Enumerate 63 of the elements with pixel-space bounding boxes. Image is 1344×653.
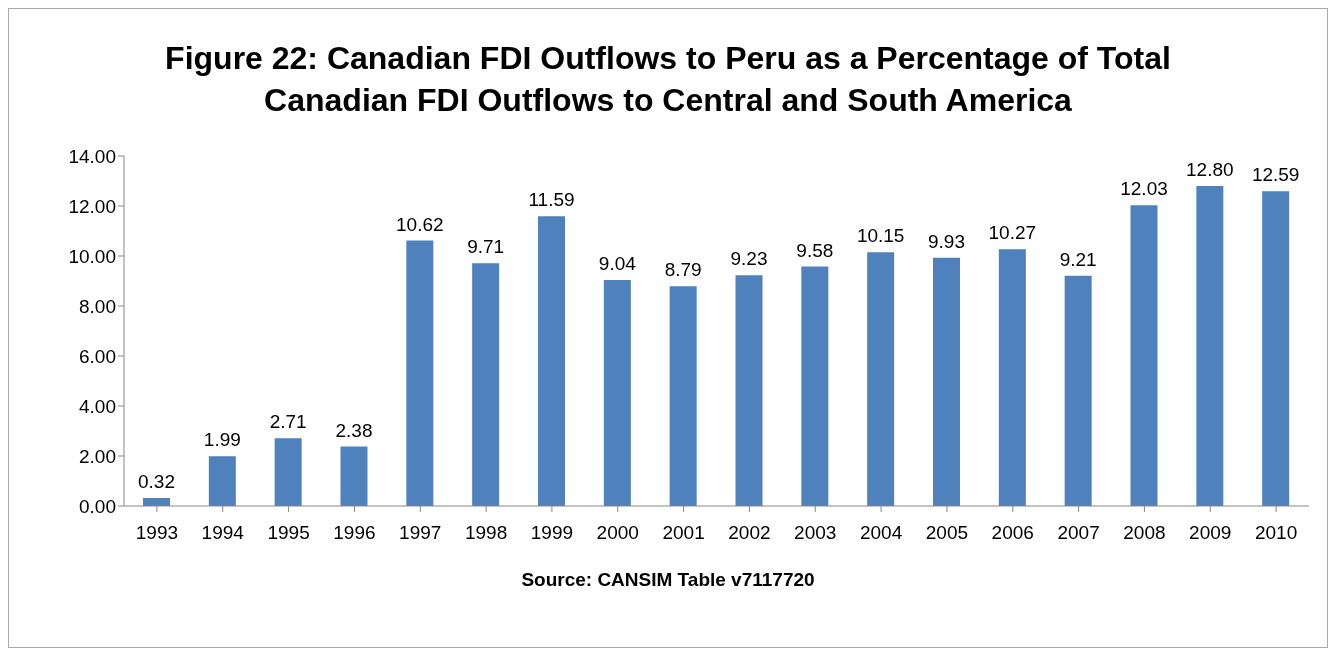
bar <box>735 275 763 506</box>
bar <box>538 216 565 506</box>
data-label: 2.38 <box>335 419 373 441</box>
x-tick-label: 1996 <box>333 522 376 544</box>
x-tick-label: 2007 <box>1057 522 1100 544</box>
data-label: 12.59 <box>1251 164 1300 186</box>
x-tick-label: 2004 <box>859 522 903 544</box>
x-tick-label: 2005 <box>925 522 969 544</box>
y-tick-label: 12.00 <box>68 195 116 217</box>
data-label: 0.32 <box>138 471 175 492</box>
data-label: 9.93 <box>928 230 965 252</box>
data-label: 9.58 <box>796 239 834 261</box>
data-label: 9.21 <box>1059 248 1097 270</box>
bar <box>340 446 368 506</box>
x-tick-label: 1995 <box>267 522 310 544</box>
data-label: 12.80 <box>1186 159 1234 180</box>
y-tick-label: 10.00 <box>68 245 116 267</box>
bar <box>274 438 302 506</box>
bar <box>867 252 895 506</box>
chart-title: Figure 22: Canadian FDI Outflows to Peru as a Percentage of Total Canadian FDI Outflows to Central and South America <box>164 39 1172 120</box>
x-tick-label: 1998 <box>464 522 508 544</box>
bar <box>669 286 697 506</box>
bar <box>208 456 236 506</box>
bar <box>406 240 434 506</box>
x-tick-label: 2001 <box>662 522 705 544</box>
data-label: 9.71 <box>467 236 505 258</box>
y-tick-label: 14.00 <box>68 145 116 167</box>
x-tick-label: 2008 <box>1123 522 1166 544</box>
y-tick-label: 2.00 <box>79 445 116 467</box>
bar <box>1262 191 1290 506</box>
x-tick-label: 1999 <box>530 522 574 544</box>
x-tick-label: 2003 <box>794 522 837 544</box>
data-label: 9.04 <box>598 253 637 274</box>
data-label: 10.27 <box>988 222 1037 244</box>
bar <box>998 249 1026 506</box>
data-label: 11.59 <box>528 189 575 211</box>
bar <box>801 266 829 506</box>
data-label: 2.71 <box>269 411 307 433</box>
data-label: 12.03 <box>1120 178 1168 200</box>
data-label: 1.99 <box>203 429 241 451</box>
bar <box>472 263 500 506</box>
y-tick-label: 6.00 <box>79 345 116 367</box>
y-tick-label: 8.00 <box>79 295 116 317</box>
data-label: 10.15 <box>856 225 905 247</box>
bar <box>1196 186 1224 506</box>
bar <box>1064 275 1092 506</box>
x-tick-label: 2002 <box>728 522 771 544</box>
x-tick-label: 1997 <box>399 522 442 544</box>
data-label: 8.79 <box>664 259 702 281</box>
x-tick-label: 2010 <box>1254 522 1298 544</box>
data-label: 10.62 <box>396 213 444 235</box>
data-label: 9.23 <box>730 248 768 270</box>
x-tick-label: 2006 <box>991 522 1034 544</box>
x-tick-label: 2000 <box>596 522 639 544</box>
x-tick-label: 2009 <box>1189 522 1232 544</box>
source-note: Source: CANSIM Table v7117720 <box>520 569 816 591</box>
bar <box>603 280 631 506</box>
x-tick-label: 1994 <box>201 522 245 544</box>
x-tick-label: 1993 <box>135 522 179 544</box>
y-tick-label: 0.00 <box>79 495 116 517</box>
y-tick-label: 4.00 <box>79 395 116 417</box>
bar <box>1130 205 1158 506</box>
bar <box>933 257 960 506</box>
